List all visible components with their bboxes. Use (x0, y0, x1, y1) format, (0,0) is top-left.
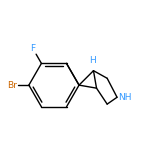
Text: H: H (89, 56, 96, 65)
Text: Br: Br (8, 81, 17, 90)
Text: NH: NH (119, 93, 132, 102)
Text: F: F (30, 44, 35, 53)
